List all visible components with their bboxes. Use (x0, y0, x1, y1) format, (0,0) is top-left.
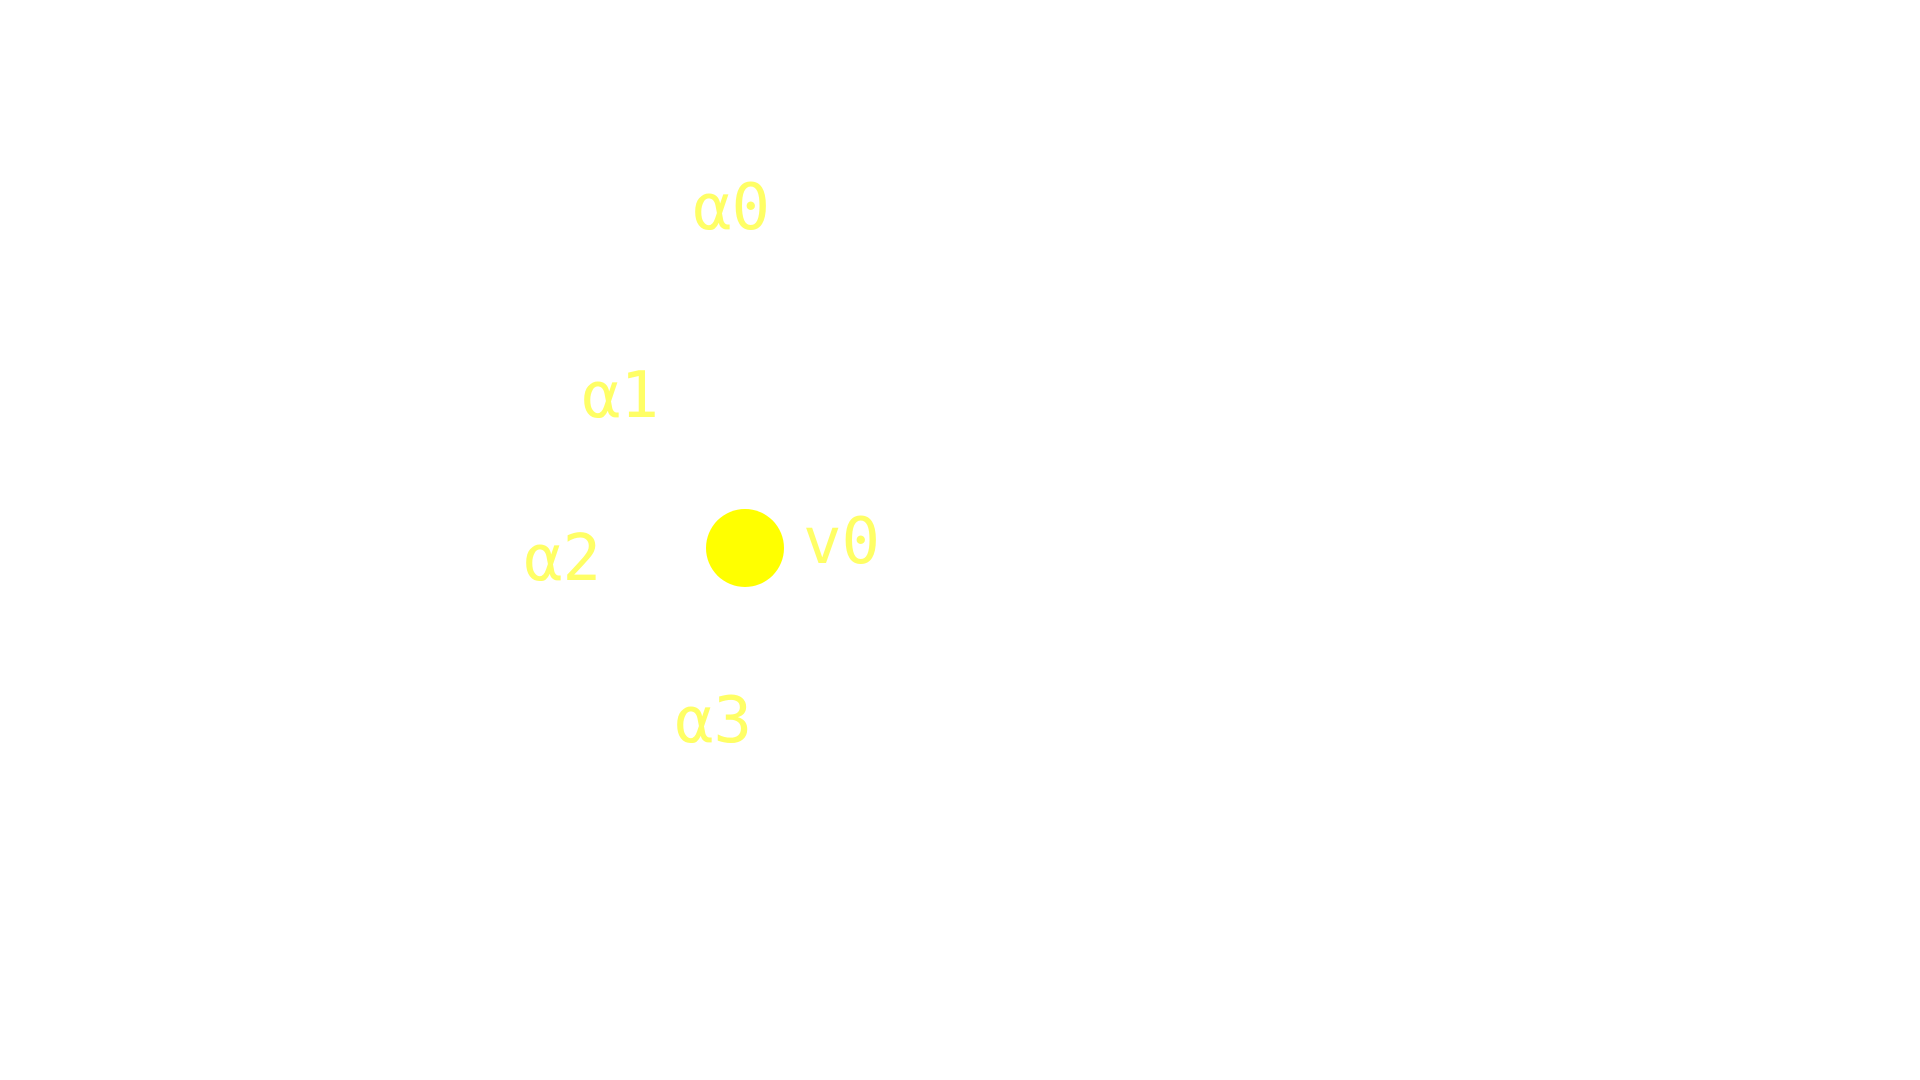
node-v0-dot (706, 509, 784, 587)
label-a1: α1 (582, 359, 660, 433)
label-a3: α3 (675, 684, 753, 758)
label-a0: α0 (693, 171, 771, 245)
label-a2: α2 (524, 522, 602, 596)
node-v0-label: v0 (803, 505, 881, 579)
